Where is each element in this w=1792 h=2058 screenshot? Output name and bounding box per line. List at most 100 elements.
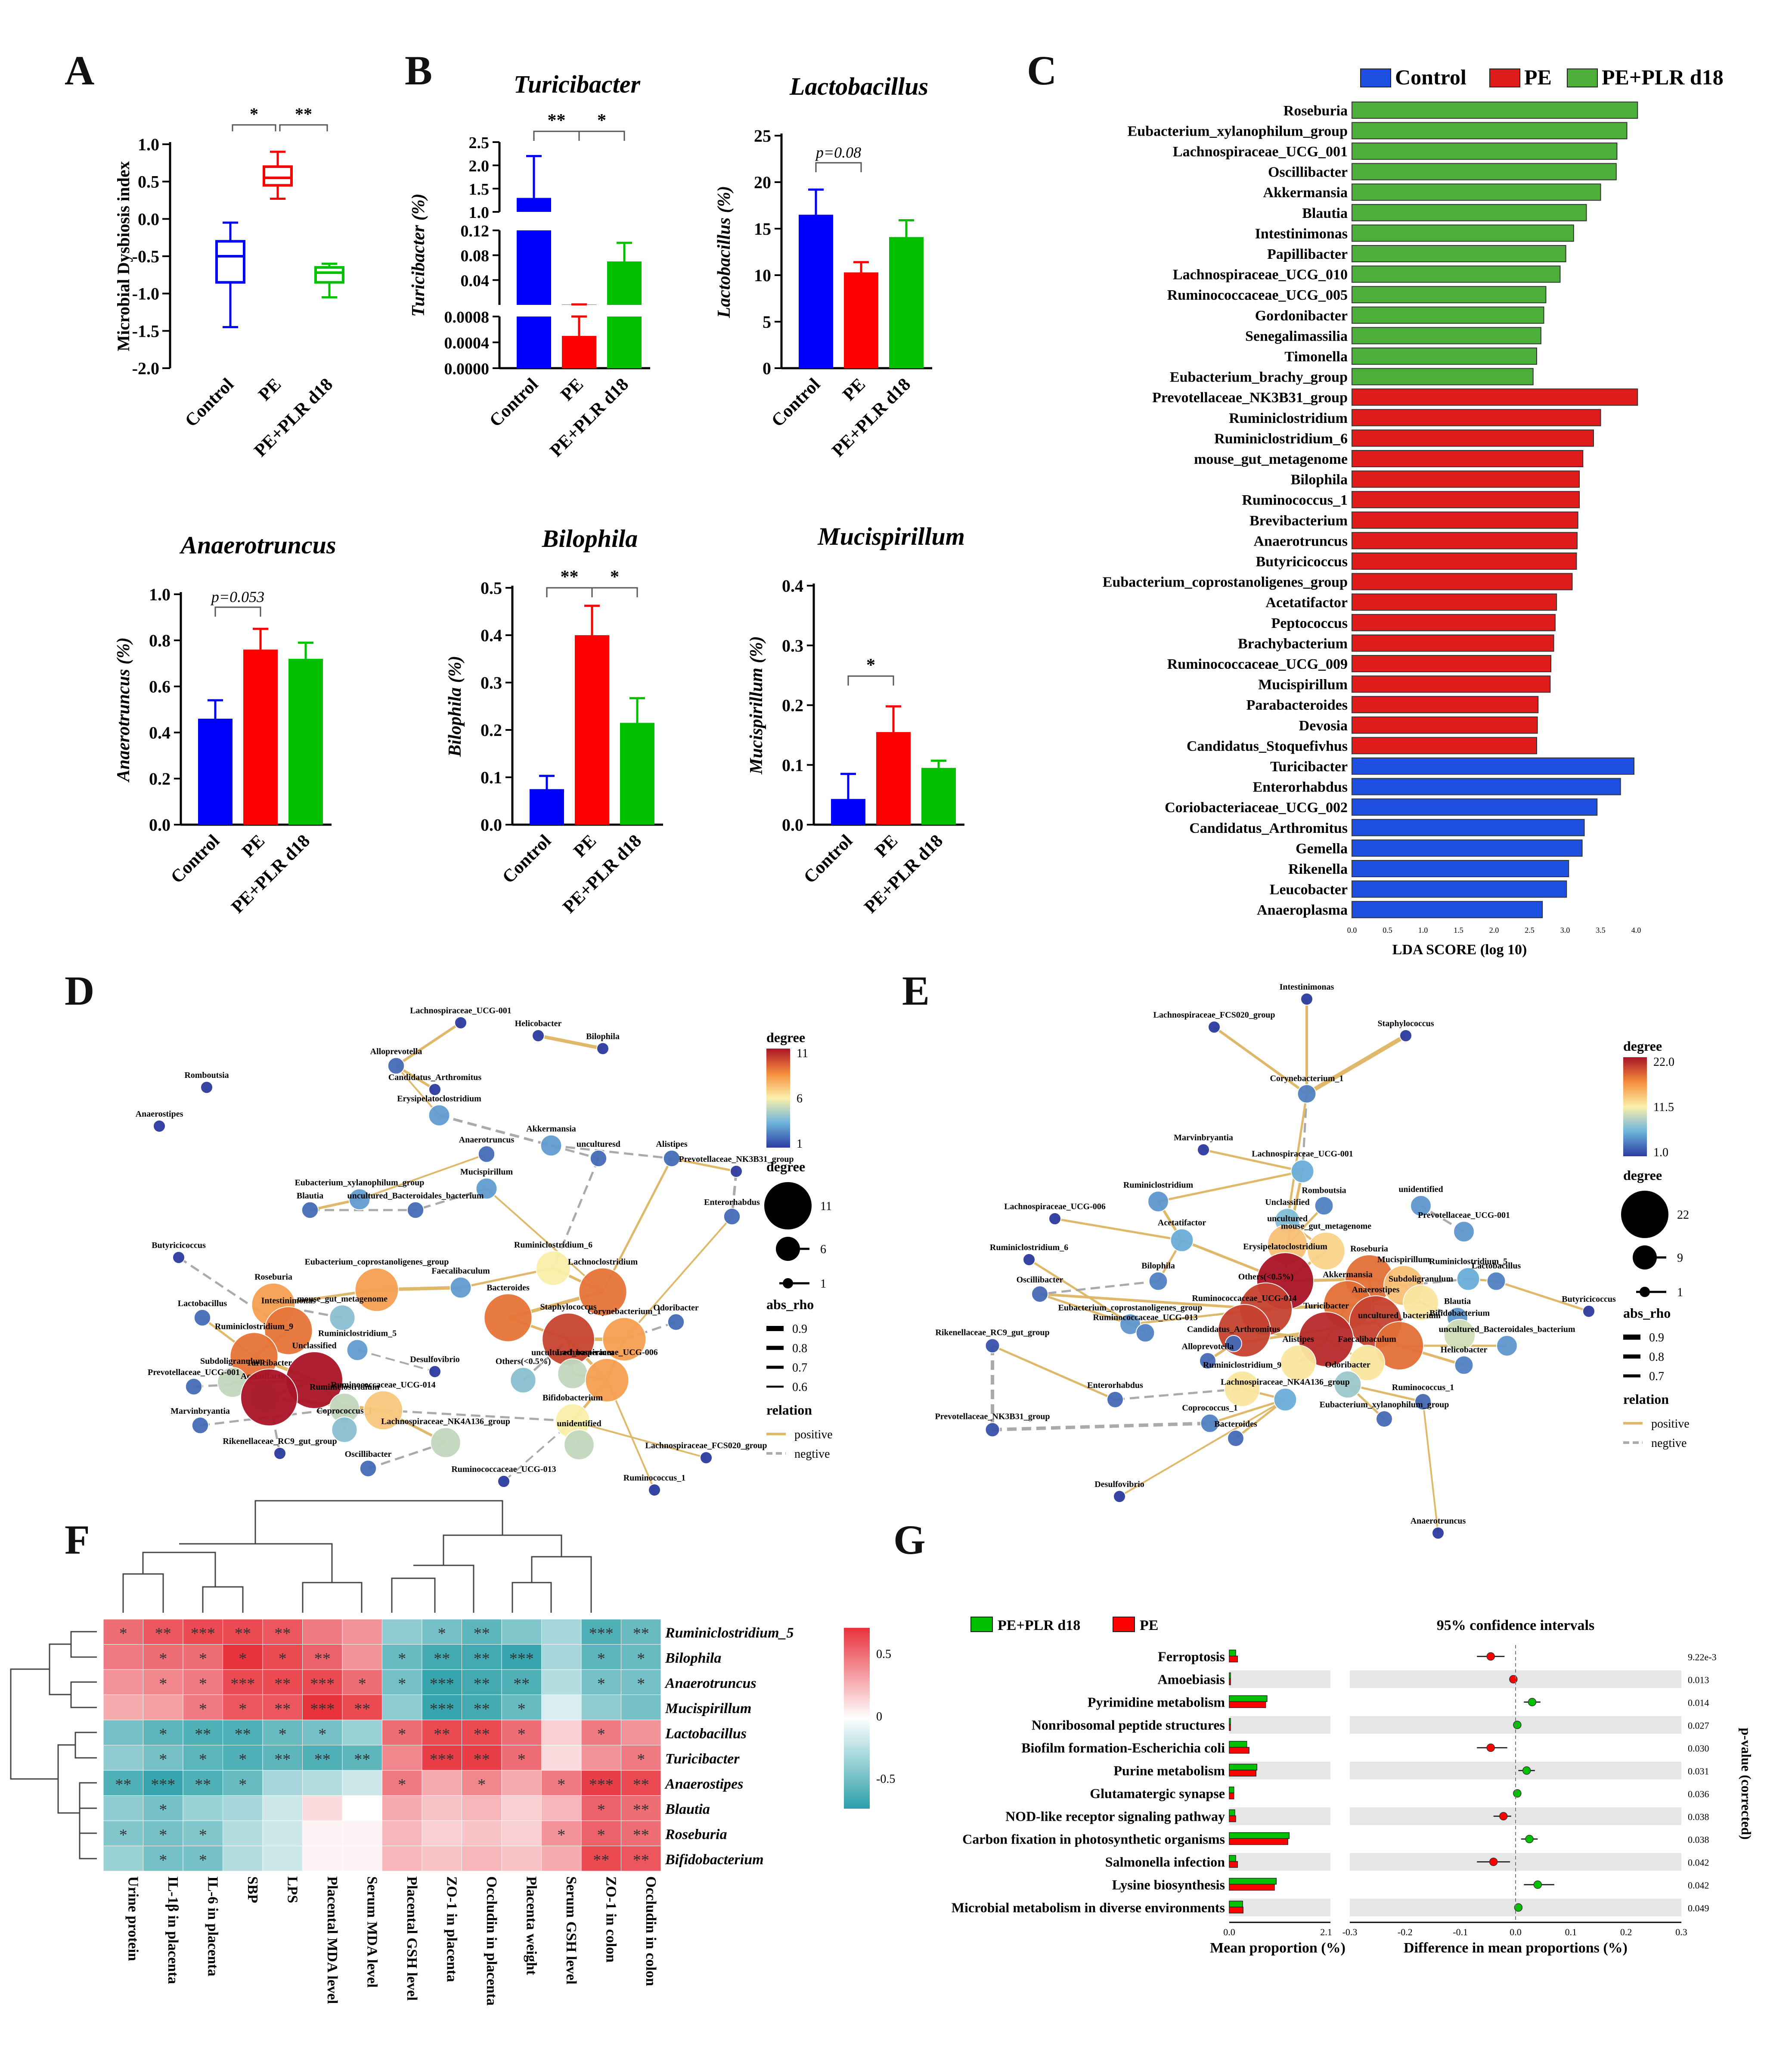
lda-bar — [1352, 409, 1601, 426]
heatmap-cell — [462, 1669, 502, 1695]
network-node-label: Desulfovibrio — [410, 1355, 460, 1364]
lda-bar-label: Gordonibacter — [1255, 308, 1348, 324]
lda-bar-label: Prevotellaceae_NK3B31_group — [1152, 390, 1348, 406]
heatmap-cell — [581, 1820, 621, 1846]
heatmap-star: * — [239, 1700, 247, 1718]
x-tick-label: 1.5 — [1454, 926, 1463, 934]
x-tick-label: 0.0 — [1223, 1927, 1235, 1937]
mean-bar-pe — [1229, 1701, 1266, 1708]
y-tick-label: 0.5 — [481, 578, 502, 598]
heatmap-row-label: Mucispirillum — [665, 1701, 751, 1717]
network-edge — [383, 1409, 573, 1422]
heatmap-cell — [382, 1745, 422, 1771]
significance-bracket — [546, 587, 593, 597]
lda-bar — [1352, 614, 1556, 631]
lda-bar — [1352, 716, 1538, 734]
lda-bar-label: Roseburia — [1284, 103, 1348, 119]
lda-bar — [1352, 286, 1547, 304]
y-tick-label: 0.4 — [481, 626, 502, 645]
significance-label: p=0.053 — [210, 588, 264, 605]
heatmap-cell — [143, 1695, 183, 1720]
y-tick-label: 5 — [763, 312, 771, 332]
x-tick-label: 0.0 — [1510, 1927, 1522, 1937]
lda-bar-label: Butyricicoccus — [1256, 554, 1348, 570]
heatmap-cell — [581, 1720, 621, 1745]
chart-title: Bilophila — [542, 525, 638, 553]
network-node-label: Alloprevotella — [1182, 1342, 1234, 1351]
network-node — [264, 1306, 313, 1355]
legend-label: PE — [1524, 65, 1552, 89]
heatmap-cell — [143, 1795, 183, 1821]
network-node-label: mouse_gut_metagenome — [1281, 1221, 1371, 1231]
heatmap-star: * — [557, 1776, 565, 1794]
heatmap-cell — [382, 1820, 422, 1846]
diff-point — [1489, 1857, 1498, 1866]
network-node — [1148, 1271, 1168, 1291]
heatmap-row-label: Anaerostipes — [664, 1776, 743, 1792]
network-edge — [601, 1158, 673, 1293]
heatmap-cell — [183, 1795, 223, 1821]
heatmap-cell — [183, 1846, 223, 1872]
x-tick-label: 0.5 — [1383, 926, 1392, 934]
relation-legend-label: negtive — [1651, 1437, 1687, 1450]
heatmap-cell — [541, 1795, 582, 1821]
heatmap-star: * — [597, 1801, 605, 1819]
heatmap-star: ** — [633, 1851, 649, 1869]
network-edge — [992, 1422, 1210, 1431]
network-node — [1374, 1321, 1424, 1371]
lda-bar — [1352, 327, 1541, 345]
lda-bar — [1352, 143, 1618, 160]
heatmap-cell — [342, 1644, 382, 1670]
y-tick-label: 1.5 — [469, 180, 490, 199]
heatmap-cell — [422, 1669, 462, 1695]
mean-bar-plr — [1229, 1649, 1236, 1657]
network-node-label: Bilophila — [1141, 1261, 1175, 1271]
heatmap-star: * — [318, 1725, 326, 1743]
network-node-label: Odoribacter — [1325, 1360, 1370, 1370]
network-edge — [439, 1114, 552, 1147]
heatmap-cell — [382, 1770, 422, 1796]
network-node — [1225, 1335, 1242, 1352]
lda-bar — [1352, 696, 1539, 714]
heatmap-star: * — [199, 1751, 207, 1769]
network-node — [475, 1177, 498, 1200]
lda-bar-label: mouse_gut_metagenome — [1194, 451, 1348, 467]
bar-PE — [562, 336, 596, 368]
network-node — [450, 1276, 472, 1299]
heatmap-cell — [302, 1795, 343, 1821]
diff-point — [1486, 1652, 1495, 1661]
network-node-label: uncultured_Bacteroidales_bacterium — [347, 1191, 484, 1201]
y-tick-label: 0.4 — [782, 576, 803, 596]
network-node-label: unculturesd — [577, 1139, 620, 1149]
heatmap-cell — [342, 1846, 382, 1872]
color-bar — [766, 1049, 790, 1148]
lda-bar-label: Senegalimassilia — [1245, 328, 1348, 344]
heatmap-cell — [462, 1770, 502, 1796]
p-value: 0.042 — [1688, 1880, 1709, 1891]
lda-bar — [1352, 122, 1628, 140]
network-node-label: Others(<0.5%) — [1238, 1272, 1294, 1282]
network-node — [1414, 1393, 1432, 1410]
heatmap-cell — [342, 1745, 382, 1771]
heatmap-star: *** — [589, 1776, 614, 1794]
heatmap-cell — [223, 1745, 263, 1771]
width-legend-label: 0.7 — [792, 1361, 807, 1375]
diff-point — [1513, 1720, 1522, 1729]
heatmap-star: * — [119, 1826, 127, 1844]
y-tick-label: 25 — [754, 126, 771, 146]
network-edge — [415, 1187, 487, 1211]
heatmap-cell — [223, 1619, 263, 1645]
heatmap-star: * — [159, 1826, 167, 1844]
network-node — [648, 1484, 661, 1496]
column-dendrogram — [122, 1500, 592, 1613]
network-node — [585, 1358, 629, 1403]
chart-title: Anaerotruncus — [179, 531, 336, 559]
y-tick-label: 0.0 — [149, 815, 171, 835]
heatmap-star: ** — [434, 1725, 450, 1743]
heatmap-star: * — [279, 1650, 287, 1668]
heatmap-star: ** — [354, 1751, 370, 1769]
row-band — [1229, 1670, 1330, 1688]
heatmap-cell — [621, 1695, 661, 1720]
network-node — [532, 1029, 545, 1042]
network-node — [1147, 1191, 1169, 1212]
